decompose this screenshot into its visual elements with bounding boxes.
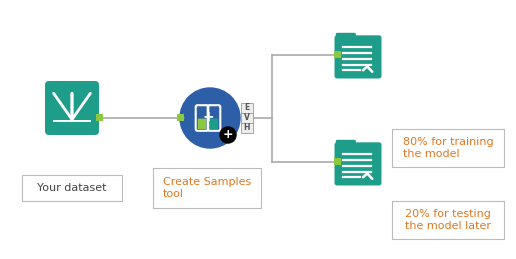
FancyBboxPatch shape	[22, 175, 122, 201]
Polygon shape	[336, 159, 342, 166]
Circle shape	[220, 127, 236, 143]
FancyBboxPatch shape	[334, 158, 341, 165]
FancyBboxPatch shape	[241, 123, 253, 133]
Text: Create Samples
tool: Create Samples tool	[163, 177, 251, 199]
Circle shape	[180, 88, 240, 148]
FancyBboxPatch shape	[392, 129, 504, 167]
Text: 20% for testing
the model later: 20% for testing the model later	[405, 209, 491, 231]
FancyBboxPatch shape	[45, 81, 99, 135]
FancyBboxPatch shape	[96, 114, 103, 121]
FancyBboxPatch shape	[177, 114, 184, 121]
Text: +: +	[202, 110, 214, 124]
Polygon shape	[336, 51, 342, 59]
FancyBboxPatch shape	[336, 140, 356, 148]
FancyBboxPatch shape	[334, 51, 341, 58]
Text: +: +	[223, 128, 233, 141]
Text: H: H	[244, 124, 250, 133]
FancyBboxPatch shape	[210, 119, 218, 129]
Text: Your dataset: Your dataset	[37, 183, 107, 193]
Text: 80% for training
the model: 80% for training the model	[402, 137, 493, 159]
FancyBboxPatch shape	[241, 113, 253, 123]
FancyBboxPatch shape	[198, 119, 206, 129]
Text: V: V	[244, 113, 250, 123]
FancyBboxPatch shape	[241, 103, 253, 113]
Text: E: E	[245, 104, 250, 112]
FancyBboxPatch shape	[392, 201, 504, 239]
Polygon shape	[179, 114, 185, 121]
FancyBboxPatch shape	[336, 33, 356, 41]
FancyBboxPatch shape	[334, 35, 381, 78]
FancyBboxPatch shape	[153, 168, 261, 208]
FancyBboxPatch shape	[334, 142, 381, 185]
